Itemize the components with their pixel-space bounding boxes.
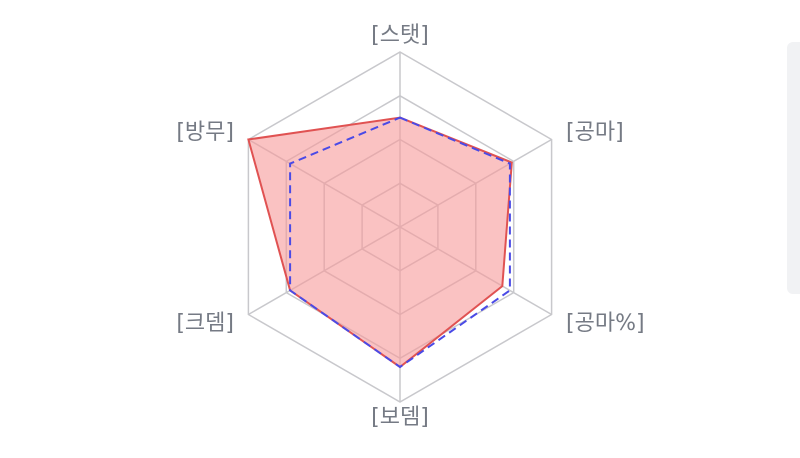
radar-series <box>247 116 513 369</box>
axis-label-4: [크뎀] <box>176 311 234 336</box>
axis-label-1: [공마] <box>566 120 624 145</box>
axis-label-3: [보뎀] <box>371 405 429 430</box>
series-1-area <box>289 116 511 369</box>
axis-labels: [스탯] [공마] [공마%] [보뎀] [크뎀] [방무] <box>176 23 644 430</box>
series-0-area <box>247 116 513 369</box>
axis-label-5: [방무] <box>176 120 234 145</box>
axis-label-0: [스탯] <box>371 23 429 48</box>
axis-label-2: [공마%] <box>566 311 645 336</box>
scrollbar-track[interactable] <box>787 42 800 294</box>
